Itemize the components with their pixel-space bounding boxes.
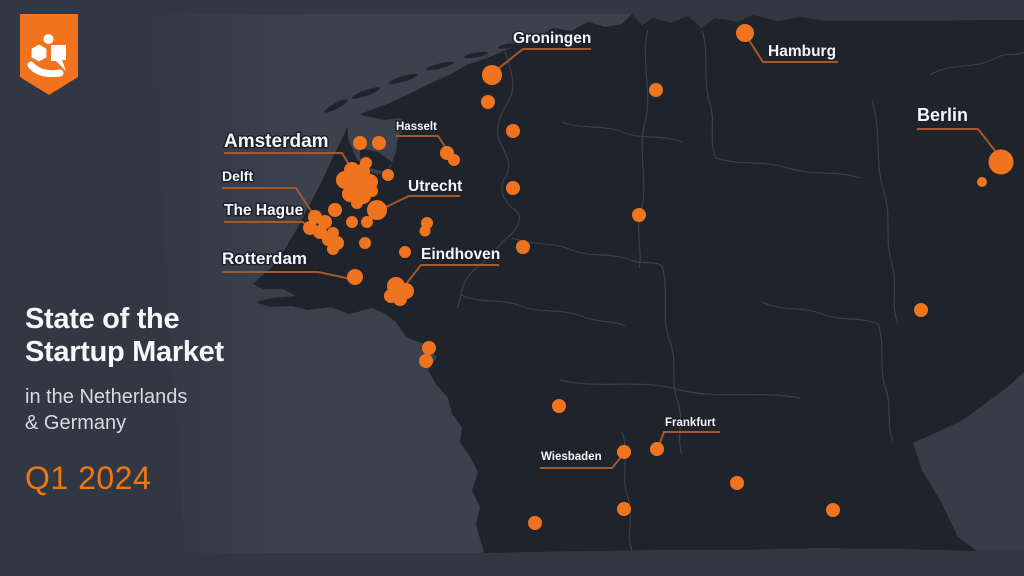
wadden-islands	[324, 35, 551, 113]
leader-line-delft	[222, 187, 318, 221]
city-label-rotterdam: Rotterdam	[222, 249, 307, 268]
startup-location-dot	[650, 442, 664, 456]
city-label-frankfurt: Frankfurt	[665, 417, 716, 429]
startup-location-dot	[617, 445, 631, 459]
startup-location-dot	[328, 203, 342, 217]
startup-location-dot	[632, 208, 646, 222]
title-panel: State of the Startup Market in the Nethe…	[25, 303, 325, 497]
leader-line-hasselt	[396, 135, 449, 152]
city-label-groningen: Groningen	[513, 30, 591, 47]
startup-location-dot	[393, 292, 407, 306]
report-period: Q1 2024	[25, 460, 152, 497]
startup-location-dot	[351, 197, 363, 209]
startup-location-dot	[327, 243, 339, 255]
startup-location-dot	[372, 136, 386, 150]
title-line-2: Startup Market	[25, 335, 224, 368]
startup-location-dot	[506, 124, 520, 138]
city-label-hasselt: Hasselt	[396, 121, 437, 133]
leader-line-berlin	[917, 128, 1001, 158]
startup-location-dot	[736, 24, 754, 42]
startup-location-dot	[353, 136, 367, 150]
startup-location-dot	[359, 237, 371, 249]
state-borders	[456, 29, 1024, 552]
startup-market-logo	[20, 14, 78, 95]
logo-icon	[27, 34, 66, 78]
city-label-eindhoven: Eindhoven	[421, 246, 500, 263]
city-label-amsterdam: Amsterdam	[224, 131, 329, 152]
startup-location-dot	[399, 246, 411, 258]
startup-location-dot	[977, 177, 987, 187]
city-label-berlin: Berlin	[917, 105, 968, 125]
startup-location-dot	[382, 169, 394, 181]
startup-location-dot	[988, 149, 1014, 175]
startup-location-dot	[347, 269, 363, 285]
leader-line-eindhoven	[405, 264, 499, 285]
startup-location-dot	[826, 503, 840, 517]
city-label-wiesbaden: Wiesbaden	[541, 451, 602, 463]
startup-location-dot	[730, 476, 744, 490]
startup-location-dot	[346, 216, 358, 228]
startup-location-dot	[419, 354, 433, 368]
startup-location-dot	[649, 83, 663, 97]
startup-location-dot	[516, 240, 530, 254]
leader-line-utrecht	[383, 195, 460, 209]
startup-location-dot	[481, 95, 495, 109]
leader-line-rotterdam	[222, 271, 352, 280]
leader-line-groningen	[493, 48, 591, 73]
page-title: State of the Startup Market	[25, 303, 325, 369]
startup-location-dot	[422, 341, 436, 355]
leader-line-frankfurt	[657, 431, 720, 449]
startup-location-dot	[361, 216, 373, 228]
startup-location-dot	[366, 185, 378, 197]
startup-location-dot	[313, 225, 327, 239]
title-line-1: State of the	[25, 303, 180, 335]
startup-location-dot	[448, 154, 460, 166]
startup-location-dot	[552, 399, 566, 413]
leader-line-hamburg	[746, 36, 838, 63]
startup-location-dot	[528, 516, 542, 530]
startup-dots-layer	[303, 24, 1014, 530]
subtitle-line-1: in the Netherlands	[25, 385, 188, 408]
logo-shield	[20, 14, 78, 95]
city-label-utrecht: Utrecht	[408, 178, 462, 195]
startup-location-dot	[914, 303, 928, 317]
north-sea	[150, 14, 632, 553]
city-labels-layer: Groningen Hamburg Berlin Amsterdam Hasselt De…	[221, 29, 970, 465]
city-label-the-hague: The Hague	[224, 202, 304, 219]
city-label-delft: Delft	[222, 168, 253, 184]
startup-location-dot	[617, 502, 631, 516]
startup-location-dot	[506, 181, 520, 195]
page-subtitle: in the Netherlands & Germany	[25, 384, 325, 437]
city-label-hamburg: Hamburg	[768, 43, 836, 60]
leader-line-wiesbaden	[540, 455, 623, 469]
startup-location-dot	[482, 65, 502, 85]
neighbor-country-region	[913, 372, 1024, 551]
startup-location-dot	[367, 200, 387, 220]
startup-location-dot	[419, 225, 431, 237]
subtitle-line-2: & Germany	[25, 411, 127, 434]
